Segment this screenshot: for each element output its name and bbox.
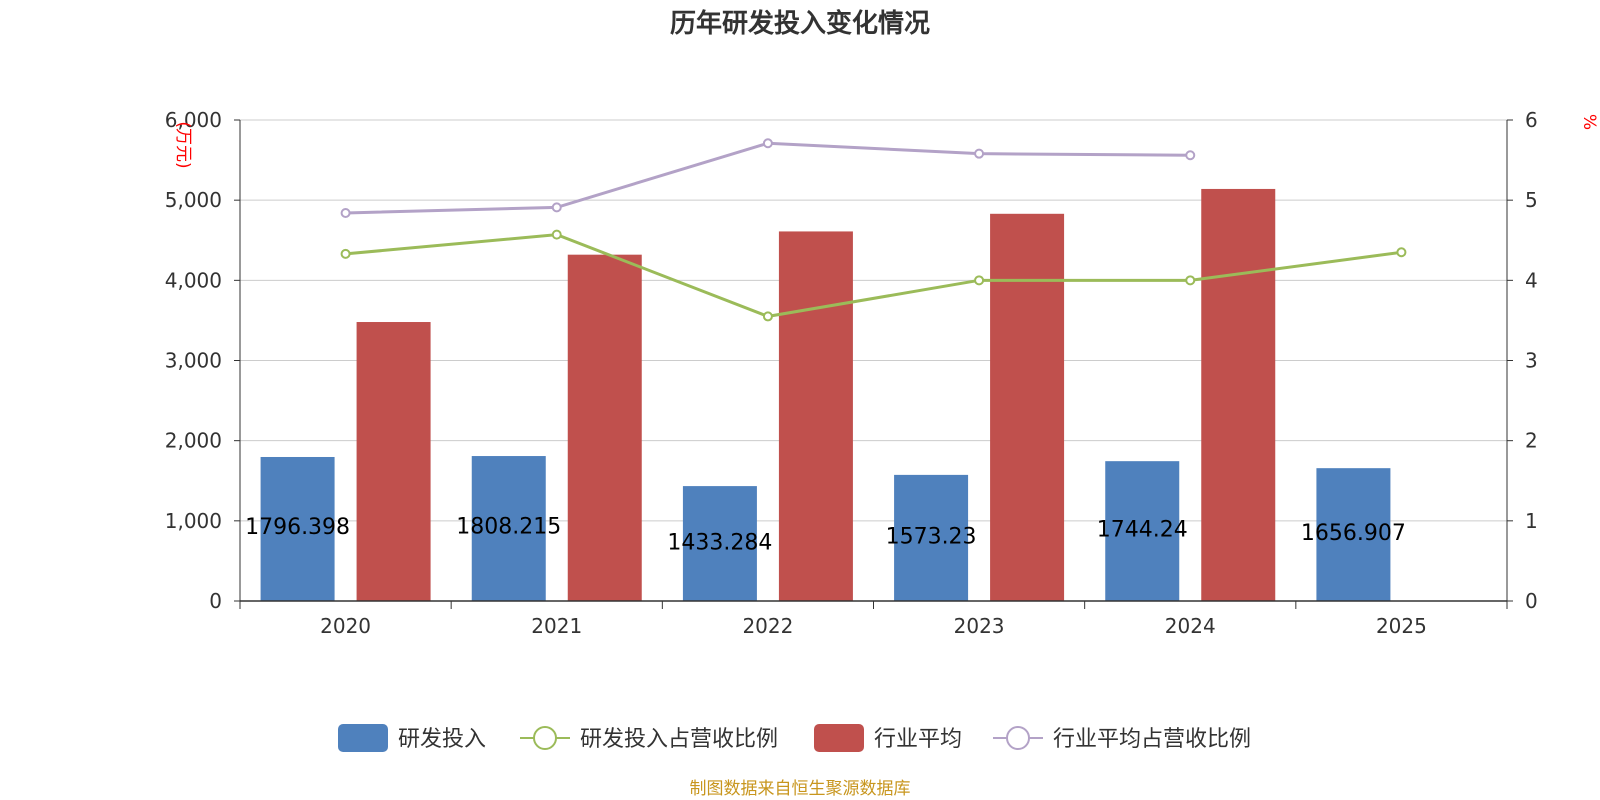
bar <box>682 486 757 601</box>
y-left-unit-label: (万元) <box>173 121 193 168</box>
bar-data-label: 1433.284 <box>667 530 772 555</box>
legend-label: 行业平均占营收比例 <box>1053 727 1251 752</box>
legend-swatch <box>814 724 864 752</box>
bar <box>471 456 546 601</box>
x-tick-label: 2021 <box>531 614 582 638</box>
legend: 研发投入 研发投入占营收比例 行业平均 行业平均占营收比例 <box>338 724 1251 752</box>
x-tick-label: 2024 <box>1165 614 1216 638</box>
y-right-tick-label: 4 <box>1525 268 1538 292</box>
legend-label: 研发投入占营收比例 <box>580 727 778 752</box>
y-right-tick-label: 3 <box>1525 349 1538 373</box>
x-tick-label: 2023 <box>954 614 1005 638</box>
y-left-tick-label: 5,000 <box>165 188 222 212</box>
line-point <box>340 207 351 218</box>
bar-data-label: 1573.23 <box>886 524 977 549</box>
y-left-tick-label: 2,000 <box>165 429 222 453</box>
bar <box>990 213 1065 602</box>
bar <box>778 231 853 601</box>
axes-group: 0 1,000 2,000 3,000 4,000 5,000 6,000 0 1 2 3 4 5 6 20… <box>165 108 1538 638</box>
line-point <box>974 148 985 159</box>
line-point <box>1185 150 1196 161</box>
bar-data-label: 1796.398 <box>245 515 350 540</box>
line-point <box>340 248 351 259</box>
legend-swatch <box>338 724 388 752</box>
lines-group <box>340 138 1407 322</box>
bars-group <box>260 188 1391 602</box>
y-right-tick-label: 2 <box>1525 429 1538 453</box>
line-point <box>762 311 773 322</box>
chart-title: 历年研发投入变化情况 <box>670 8 930 39</box>
bar <box>356 322 431 601</box>
bar <box>1201 188 1276 601</box>
y-right-tick-label: 6 <box>1525 108 1538 132</box>
data-labels-group: 1796.398 1808.215 1433.284 1573.23 1744.24 16… <box>245 515 1406 556</box>
bar <box>894 474 969 601</box>
bar <box>1316 468 1391 601</box>
x-tick-label: 2022 <box>742 614 793 638</box>
y-left-tick-label: 0 <box>209 589 222 613</box>
bar-data-label: 1744.24 <box>1097 517 1188 542</box>
y-right-tick-label: 0 <box>1525 589 1538 613</box>
line-point <box>1185 275 1196 286</box>
series-line <box>345 141 1191 215</box>
legend-label: 研发投入 <box>398 727 486 752</box>
y-right-unit-label: % <box>1579 114 1599 130</box>
legend-marker <box>533 726 557 750</box>
x-tick-label: 2020 <box>320 614 371 638</box>
line-point <box>1396 247 1407 258</box>
series-line <box>345 233 1402 318</box>
line-point <box>762 138 773 149</box>
line-point <box>551 202 562 213</box>
x-tick-label: 2025 <box>1376 614 1427 638</box>
source-note: 制图数据来自恒生聚源数据库 <box>690 779 911 799</box>
y-left-tick-label: 1,000 <box>165 509 222 533</box>
bar-data-label: 1656.907 <box>1301 521 1406 546</box>
y-left-tick-label: 4,000 <box>165 268 222 292</box>
line-point <box>551 229 562 240</box>
bar <box>260 456 335 601</box>
bar-data-label: 1808.215 <box>456 515 561 540</box>
line-point <box>974 275 985 286</box>
y-left-tick-label: 3,000 <box>165 349 222 373</box>
y-left-tick-label: 6,000 <box>165 108 222 132</box>
y-right-tick-label: 1 <box>1525 509 1538 533</box>
legend-label: 行业平均 <box>874 727 962 752</box>
y-right-tick-label: 5 <box>1525 188 1538 212</box>
bar <box>567 254 642 601</box>
grid-lines <box>240 119 1507 522</box>
legend-marker <box>1006 726 1030 750</box>
bar <box>1105 461 1180 601</box>
